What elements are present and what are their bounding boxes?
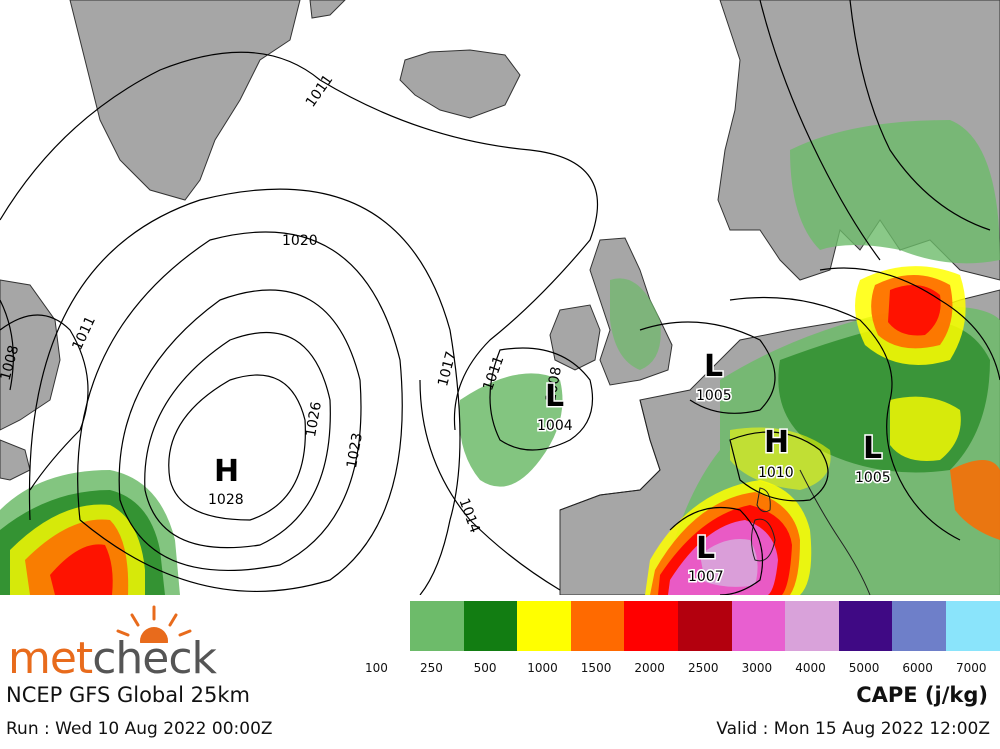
isobar-1014: [419, 379, 561, 591]
isobar-label: 1008: [543, 366, 565, 404]
legend-swatch: [892, 601, 946, 651]
legend-tick-label: 3000: [741, 661, 773, 675]
run-time: Run : Wed 10 Aug 2022 00:00Z: [6, 719, 273, 739]
isobar-1028: [168, 374, 306, 521]
pressure-centre-value: 1004: [537, 418, 573, 434]
model-name: NCEP GFS Global 25km: [6, 683, 250, 707]
isobar-scand-b: [849, 0, 991, 231]
isobar-alps: [729, 431, 829, 502]
isobar-1023: [118, 289, 362, 571]
brand-wordmark: metcheck: [8, 633, 217, 684]
cape-balkan-orange: [950, 460, 1000, 540]
isobar-1008-w: [0, 299, 14, 391]
pressure-centre-value: 1005: [696, 388, 732, 404]
sardinia-coast: [751, 518, 776, 562]
cape-layer: [0, 120, 1000, 595]
legend-tick-label: 2500: [688, 661, 719, 675]
legend-swatch: [463, 601, 518, 651]
valid-time: Valid : Mon 15 Aug 2022 12:00Z: [716, 719, 990, 739]
cape-uk-green: [610, 278, 661, 370]
isobar-label: 1020: [282, 233, 318, 249]
legend-title: CAPE (j/kg): [856, 683, 988, 707]
newfoundland-land: [0, 439, 31, 481]
brand-part2: check: [92, 633, 217, 684]
legend-tick-label: 5000: [848, 661, 880, 675]
isobar-1011: [0, 51, 599, 431]
brand-part1: met: [8, 633, 93, 684]
legend-swatch: [678, 601, 732, 651]
iceland-land: [399, 49, 521, 119]
corsica-coast: [756, 487, 771, 513]
pressure-centre-letter: L: [704, 349, 723, 384]
pressure-centre-letter: H: [764, 425, 789, 460]
cape-legend: 100 250 500 1000 1500 2000 2500 3000 4000 5000 600…: [365, 601, 1000, 675]
legend-tick-label: 100: [365, 661, 388, 675]
legend-tick-label: 1500: [580, 661, 612, 675]
legend-tick-label: 7000: [956, 661, 987, 675]
legend-tick-label: 1000: [527, 661, 558, 675]
weather-map: 1011 1020 1011 1008 1026 1023 1017 1011 …: [0, 0, 1000, 595]
coastline-layer: [559, 399, 871, 595]
legend-tick-label: 2000: [634, 661, 665, 675]
isobar-1008: [489, 347, 594, 451]
isobar-europe-a: [639, 321, 776, 414]
legend-swatch: [731, 601, 786, 651]
legend-tick-label: 500: [473, 661, 497, 675]
isobar-1011-b: [0, 314, 89, 491]
legend-swatch: [570, 601, 625, 651]
isobar-1017: [28, 188, 461, 595]
legend-swatch: [517, 601, 571, 651]
legend-swatch: [946, 601, 1000, 651]
metcheck-logo: metcheck: [4, 603, 234, 684]
pressure-centre-letter: L: [696, 531, 715, 566]
greenland-east-land: [309, 0, 346, 19]
isobar-1020: [77, 231, 403, 593]
legend-swatch: [410, 601, 464, 651]
spain-coast: [559, 399, 661, 511]
isobar-1026: [144, 331, 331, 549]
cape-med-lilac: [700, 539, 758, 587]
pressure-centre-letter: L: [863, 431, 882, 466]
italy-coast: [799, 469, 871, 595]
pressure-centre-value: 1010: [758, 465, 794, 481]
pressure-centre-value: 1007: [688, 569, 724, 585]
pressure-centre-value: 1005: [855, 470, 891, 486]
ireland-land: [549, 304, 601, 371]
cape-biscay-green: [459, 373, 563, 487]
isobar-europe-b: [729, 296, 961, 541]
isobar-scand: [759, 0, 881, 261]
labrador-land: [0, 279, 61, 431]
legend-tick-label: 4000: [795, 661, 826, 675]
map-svg: 1011 1020 1011 1008 1026 1023 1017 1011 …: [0, 0, 1000, 595]
greenland-land: [69, 0, 301, 201]
pressure-centre-value: 1028: [208, 492, 244, 508]
isobar-label: 1011: [303, 72, 337, 110]
legend-swatch: [838, 601, 893, 651]
pressure-centre-letter: L: [545, 379, 564, 414]
legend-swatch: [785, 601, 839, 651]
isobar-med: [669, 506, 764, 595]
cape-atlantic-red: [50, 544, 113, 595]
pressure-centre-letter: H: [214, 454, 239, 489]
isobar-label: 1026: [303, 400, 325, 438]
legend-tick-label: 6000: [902, 661, 933, 675]
legend-tick-label: 250: [420, 661, 443, 675]
map-footer: metcheck NCEP GFS Global 25km Run : Wed …: [0, 595, 1000, 749]
cape-hungary-yellow: [890, 396, 961, 461]
isobar-label: 1023: [344, 432, 366, 470]
legend-swatch: [624, 601, 678, 651]
cape-poland-red: [888, 285, 941, 336]
cape-north-europe: [790, 120, 1000, 264]
isobar-europe-c: [819, 267, 1000, 381]
pressure-systems: H 1028 L 1004 L 1005 H 1010 L 1005 L 100…: [207, 348, 893, 587]
isobar-layer: [0, 0, 1000, 595]
isobar-label: 1014: [455, 496, 482, 535]
cape-italy-yellow: [730, 427, 831, 490]
isobar-label: 1011: [69, 314, 99, 353]
